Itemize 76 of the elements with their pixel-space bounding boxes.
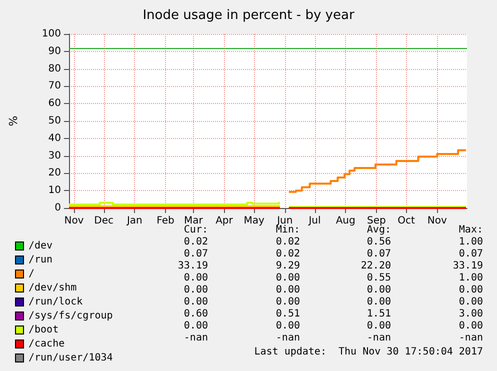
y-tick-label: 0 <box>54 202 61 214</box>
x-tick-label: Nov <box>64 216 84 226</box>
x-tick-label: Dec <box>94 216 114 226</box>
text: 0.00 <box>366 320 391 332</box>
text: 0.07 <box>366 248 391 260</box>
text: 0.00 <box>184 320 208 332</box>
y-axis-title: % <box>7 116 20 126</box>
x-tick-label: Sep <box>367 216 386 226</box>
text: 0.51 <box>276 308 300 320</box>
text: 9.29 <box>276 260 300 272</box>
x-tick-label: Jan <box>126 216 142 226</box>
y-tick-label: 30 <box>48 150 61 162</box>
legend-label: /cache <box>28 338 65 350</box>
y-tick-label: 50 <box>48 116 61 126</box>
x-tick-label: Jun <box>276 216 293 226</box>
legend-label: / <box>28 268 35 280</box>
legend-label: /dev/shm <box>28 282 77 294</box>
text: 0.00 <box>458 296 483 308</box>
text: 0.00 <box>458 320 483 332</box>
text: Avg: <box>366 224 391 236</box>
y-tick-label: 20 <box>48 168 61 179</box>
text: 0.02 <box>276 248 300 260</box>
x-tick-label: Aug <box>336 216 356 226</box>
y-tick-label: 80 <box>48 63 61 74</box>
x-tick-label: May <box>244 216 264 226</box>
y-tick-label: 90 <box>48 46 61 57</box>
x-tick-label: Oct <box>398 216 416 226</box>
text: 0.00 <box>276 272 300 284</box>
x-tick-label: Nov <box>427 216 447 226</box>
text: Min: <box>276 224 300 236</box>
text: 0.00 <box>276 284 300 296</box>
legend-label: /run <box>28 254 53 266</box>
text: 1.51 <box>366 308 391 320</box>
legend-label: /run/lock <box>28 296 83 308</box>
text: 0.00 <box>184 296 208 308</box>
legend-label: /sys/fs/cgroup <box>28 310 113 322</box>
text: Cur: <box>184 224 208 236</box>
y-tick-label: 10 <box>48 185 61 196</box>
text: 0.02 <box>184 236 208 248</box>
text: 1.00 <box>458 236 483 248</box>
text: 22.20 <box>360 260 391 272</box>
x-tick-label: Feb <box>156 216 174 226</box>
text: 0.00 <box>366 284 391 296</box>
text: 0.60 <box>184 308 208 320</box>
text: 0.07 <box>458 248 483 260</box>
text: 0.02 <box>276 236 300 248</box>
text: 3.00 <box>458 308 483 320</box>
text: 0.07 <box>184 248 208 260</box>
y-tick-label: 60 <box>48 98 61 110</box>
x-tick-label: Apr <box>216 216 234 226</box>
legend-label: /dev <box>28 240 53 252</box>
x-tick-label: Jul <box>308 216 321 226</box>
text: 0.55 <box>366 272 391 284</box>
chart-title: Inode usage in percent - by year <box>142 8 355 23</box>
text: -nan <box>276 332 300 344</box>
text: -nan <box>458 332 483 344</box>
text: 0.00 <box>184 272 208 284</box>
y-tick-label: 40 <box>48 132 61 144</box>
text: -nan <box>366 332 391 344</box>
text: Max: <box>458 224 483 236</box>
text: 1.00 <box>458 272 483 284</box>
text: 0.00 <box>276 320 300 332</box>
y-tick-label: 70 <box>48 80 61 92</box>
legend-label: /run/user/1034 <box>28 352 113 364</box>
text: 0.00 <box>458 284 483 296</box>
text: 0.00 <box>366 296 391 308</box>
text: -nan <box>184 332 208 344</box>
legend-label: /boot <box>28 324 59 336</box>
text: 33.19 <box>452 260 483 272</box>
text: 33.19 <box>178 260 208 272</box>
text: 0.00 <box>276 296 300 308</box>
text: Last update: Thu Nov 30 17:50:04 2017 <box>254 346 483 358</box>
x-tick-label: Mar <box>184 216 204 226</box>
y-tick-label: 100 <box>42 28 61 40</box>
text: 0.00 <box>184 284 208 296</box>
text: 0.56 <box>366 236 391 248</box>
